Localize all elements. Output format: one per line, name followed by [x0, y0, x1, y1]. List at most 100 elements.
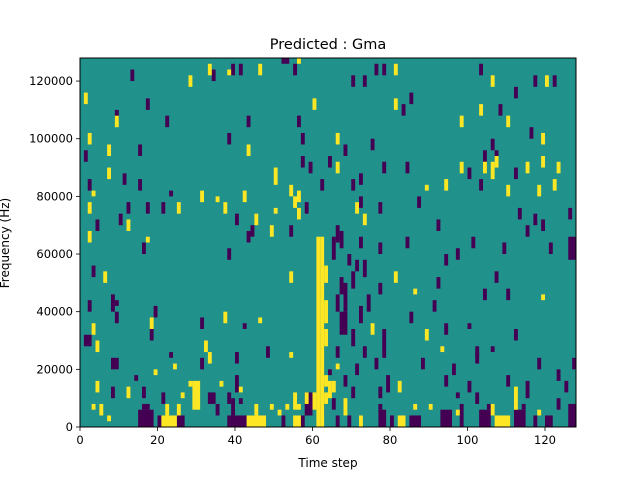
high-value-cell	[87, 230, 92, 243]
high-value-cell	[269, 403, 274, 410]
high-value-cell	[393, 271, 398, 283]
low-value-cell	[568, 415, 576, 427]
high-value-cell	[359, 415, 363, 427]
high-value-cell	[397, 415, 406, 427]
high-value-cell	[223, 202, 228, 214]
high-value-cell	[506, 184, 511, 197]
low-value-cell	[514, 86, 518, 99]
high-value-cell	[362, 213, 367, 226]
low-value-cell	[215, 403, 220, 416]
high-value-cell	[355, 202, 360, 214]
high-value-cell	[331, 380, 336, 393]
high-value-cell	[126, 386, 131, 399]
x-tick-label: 40	[228, 433, 243, 447]
high-value-cell	[207, 352, 212, 364]
high-value-cell	[95, 380, 100, 393]
low-value-cell	[467, 380, 472, 393]
high-value-cell	[312, 392, 317, 410]
low-value-cell	[227, 415, 247, 427]
high-value-cell	[424, 184, 429, 191]
low-value-cell	[297, 115, 301, 128]
low-value-cell	[552, 75, 557, 87]
low-value-cell	[514, 328, 518, 341]
low-value-cell	[382, 63, 387, 76]
low-value-cell	[401, 104, 406, 116]
high-value-cell	[91, 190, 96, 197]
low-value-cell	[300, 156, 305, 168]
low-value-cell	[231, 398, 236, 416]
high-value-cell	[393, 63, 398, 76]
high-value-cell	[490, 75, 495, 87]
low-value-cell	[176, 415, 185, 427]
high-value-cell	[269, 225, 274, 237]
low-value-cell	[444, 254, 449, 266]
low-value-cell	[548, 242, 553, 255]
low-value-cell	[289, 225, 294, 237]
low-value-cell	[378, 282, 383, 295]
low-value-cell	[157, 415, 162, 427]
high-value-cell	[227, 69, 232, 76]
y-tick-label: 40000	[36, 305, 73, 319]
low-value-cell	[359, 305, 363, 324]
high-value-cell	[297, 190, 301, 203]
high-value-cell	[316, 236, 321, 427]
low-value-cell	[281, 415, 286, 427]
low-value-cell	[359, 196, 363, 208]
low-value-cell	[479, 179, 484, 191]
low-value-cell	[421, 357, 425, 370]
heatmap-cells	[83, 58, 577, 427]
high-value-cell	[324, 375, 329, 387]
low-value-cell	[409, 92, 414, 105]
low-value-cell	[514, 409, 526, 427]
low-value-cell	[366, 294, 371, 312]
x-tick-label: 120	[534, 433, 556, 447]
high-value-cell	[173, 363, 177, 370]
low-value-cell	[374, 63, 379, 76]
low-value-cell	[281, 58, 286, 64]
high-value-cell	[537, 409, 542, 416]
high-value-cell	[525, 161, 530, 174]
low-value-cell	[343, 144, 348, 157]
high-value-cell	[107, 167, 112, 180]
low-value-cell	[227, 132, 232, 145]
high-value-cell	[506, 115, 511, 128]
low-value-cell	[502, 242, 507, 255]
low-value-cell	[169, 190, 174, 197]
low-value-cell	[87, 300, 92, 312]
low-value-cell	[533, 75, 538, 87]
low-value-cell	[475, 346, 480, 358]
high-value-cell	[428, 403, 433, 410]
high-value-cell	[107, 144, 112, 157]
high-value-cell	[277, 409, 282, 416]
low-value-cell	[207, 392, 216, 404]
high-value-cell	[335, 132, 340, 145]
x-tick-label: 0	[76, 433, 83, 447]
high-value-cell	[552, 179, 557, 191]
low-value-cell	[355, 363, 360, 376]
low-value-cell	[246, 230, 251, 243]
low-value-cell	[138, 144, 143, 157]
low-value-cell	[153, 305, 158, 318]
low-value-cell	[537, 357, 542, 370]
low-value-cell	[266, 346, 270, 358]
low-value-cell	[436, 277, 441, 289]
high-value-cell	[293, 196, 298, 208]
low-value-cell	[409, 415, 422, 427]
low-value-cell	[556, 369, 561, 381]
high-value-cell	[289, 184, 294, 197]
low-value-cell	[130, 69, 135, 82]
low-value-cell	[211, 69, 216, 82]
low-value-cell	[238, 63, 243, 76]
low-value-cell	[378, 386, 383, 399]
low-value-cell	[436, 219, 441, 231]
low-value-cell	[467, 167, 472, 180]
low-value-cell	[347, 254, 352, 266]
y-tick-label: 100000	[29, 132, 73, 146]
low-value-cell	[382, 328, 387, 341]
low-value-cell	[335, 294, 340, 312]
high-value-cell	[324, 392, 329, 404]
high-value-cell	[413, 403, 418, 410]
low-value-cell	[339, 230, 344, 249]
low-value-cell	[545, 415, 553, 427]
high-value-cell	[200, 190, 205, 203]
